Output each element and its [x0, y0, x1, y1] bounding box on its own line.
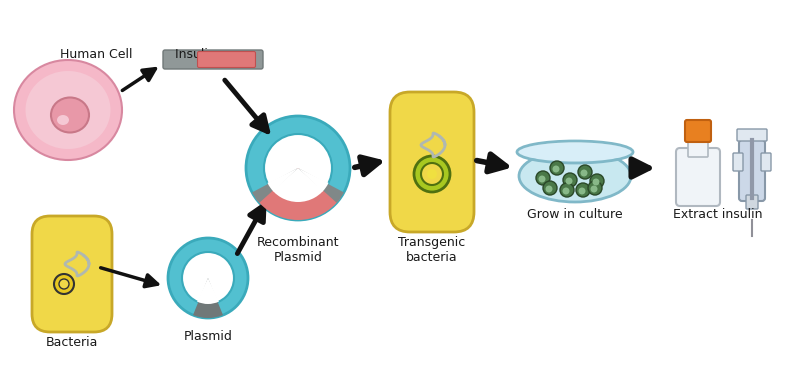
Wedge shape [252, 168, 298, 203]
Circle shape [578, 187, 586, 194]
Circle shape [576, 183, 590, 197]
FancyBboxPatch shape [390, 92, 474, 232]
FancyBboxPatch shape [688, 133, 708, 157]
FancyBboxPatch shape [746, 195, 758, 209]
Circle shape [562, 187, 570, 194]
Ellipse shape [26, 71, 110, 149]
Circle shape [421, 163, 443, 185]
Circle shape [581, 170, 587, 177]
Text: Transgenic
bacteria: Transgenic bacteria [398, 236, 466, 264]
Circle shape [538, 175, 546, 183]
Text: Human Cell: Human Cell [60, 48, 133, 61]
Circle shape [246, 116, 350, 220]
Wedge shape [267, 168, 298, 191]
Circle shape [414, 156, 450, 192]
FancyBboxPatch shape [761, 153, 771, 171]
FancyBboxPatch shape [685, 120, 711, 142]
Text: Insulin gene: Insulin gene [175, 48, 251, 61]
FancyBboxPatch shape [163, 50, 263, 69]
Text: Grow in culture: Grow in culture [527, 208, 623, 221]
Circle shape [264, 134, 332, 202]
Circle shape [550, 161, 564, 175]
Circle shape [563, 173, 577, 187]
Circle shape [54, 274, 74, 294]
Ellipse shape [518, 142, 631, 161]
Circle shape [590, 186, 598, 193]
Circle shape [588, 181, 602, 195]
Wedge shape [193, 278, 223, 318]
FancyBboxPatch shape [737, 129, 767, 141]
Circle shape [543, 181, 557, 195]
Circle shape [536, 171, 550, 185]
Circle shape [590, 174, 604, 188]
FancyBboxPatch shape [676, 148, 720, 206]
Circle shape [553, 165, 559, 173]
Text: Extract insulin: Extract insulin [674, 208, 762, 221]
Circle shape [168, 238, 248, 318]
Wedge shape [255, 168, 341, 220]
Circle shape [566, 177, 573, 184]
Ellipse shape [57, 115, 69, 125]
Text: Recombinant
Plasmid: Recombinant Plasmid [257, 236, 339, 264]
Circle shape [578, 165, 592, 179]
Ellipse shape [51, 98, 89, 132]
Circle shape [427, 169, 437, 179]
FancyBboxPatch shape [198, 52, 255, 68]
Ellipse shape [14, 60, 122, 160]
Text: Plasmid: Plasmid [183, 330, 233, 343]
Circle shape [546, 186, 553, 193]
Wedge shape [298, 168, 329, 191]
Circle shape [182, 252, 234, 304]
Circle shape [560, 183, 574, 197]
Text: Bacteria: Bacteria [46, 336, 98, 349]
Circle shape [59, 279, 69, 289]
Wedge shape [197, 278, 219, 304]
Wedge shape [269, 168, 327, 202]
FancyBboxPatch shape [739, 140, 765, 201]
Circle shape [593, 178, 599, 186]
FancyBboxPatch shape [32, 216, 112, 332]
FancyBboxPatch shape [733, 153, 743, 171]
Wedge shape [298, 168, 344, 203]
Ellipse shape [519, 150, 631, 202]
